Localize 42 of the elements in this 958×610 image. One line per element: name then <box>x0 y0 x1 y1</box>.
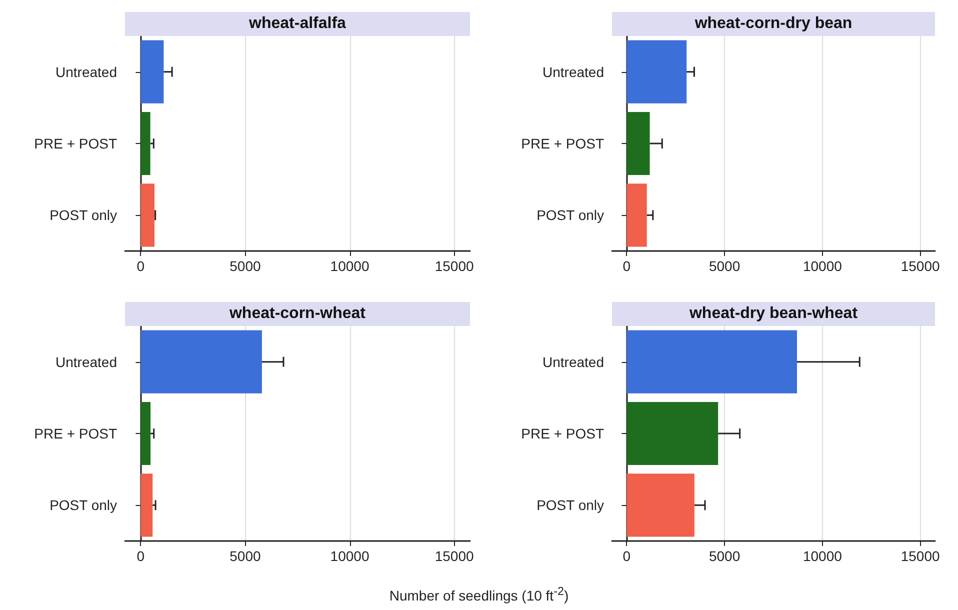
y-tick-label: POST only <box>50 497 117 514</box>
x-tick-label: 0 <box>136 258 145 274</box>
x-tick-label: 0 <box>136 548 145 564</box>
y-tick-label: Untreated <box>542 354 604 370</box>
bar <box>626 40 687 104</box>
x-tick-label: 0 <box>622 258 631 274</box>
y-tick-label: Untreated <box>56 354 117 370</box>
x-tick-label: 15000 <box>434 548 474 564</box>
y-tick-label: Untreated <box>542 64 604 80</box>
y-tick-label: POST only <box>536 497 604 514</box>
x-tick-label: 0 <box>622 548 631 564</box>
x-tick-label: 15000 <box>900 548 940 564</box>
bar <box>140 330 262 394</box>
x-tick-label: 15000 <box>434 258 474 274</box>
bar <box>626 112 650 176</box>
y-tick-label: PRE + POST <box>521 136 604 152</box>
chart-title: wheat-corn-wheat <box>125 302 470 326</box>
x-tick-label: 15000 <box>900 258 940 274</box>
bar <box>626 402 718 466</box>
bar <box>140 402 151 466</box>
y-tick-label: PRE + POST <box>521 426 604 442</box>
y-tick-label: PRE + POST <box>34 136 118 152</box>
bar <box>626 184 647 247</box>
y-tick-label: PRE + POST <box>34 426 118 442</box>
x-tick-label: 10000 <box>802 258 842 274</box>
x-tick-label: 10000 <box>330 548 370 564</box>
x-tick-label: 5000 <box>230 258 262 274</box>
chart-title: wheat-alfalfa <box>125 12 470 36</box>
x-tick-label: 10000 <box>802 548 842 564</box>
y-tick-label: POST only <box>536 207 604 224</box>
chart-title: wheat-corn-dry bean <box>612 12 935 36</box>
x-tick-label: 10000 <box>330 258 370 274</box>
x-tick-label: 5000 <box>708 258 740 274</box>
bar <box>626 474 694 537</box>
chart-title: wheat-dry bean-wheat <box>612 302 935 326</box>
y-tick-label: POST only <box>50 207 117 224</box>
x-tick-label: 5000 <box>708 548 740 564</box>
bar <box>140 474 153 537</box>
x-tick-label: 5000 <box>230 548 262 564</box>
x-axis-title: Number of seedlings (10 ft$^{-2}$) <box>388 585 570 604</box>
bar <box>626 330 797 394</box>
y-tick-label: Untreated <box>56 64 117 80</box>
